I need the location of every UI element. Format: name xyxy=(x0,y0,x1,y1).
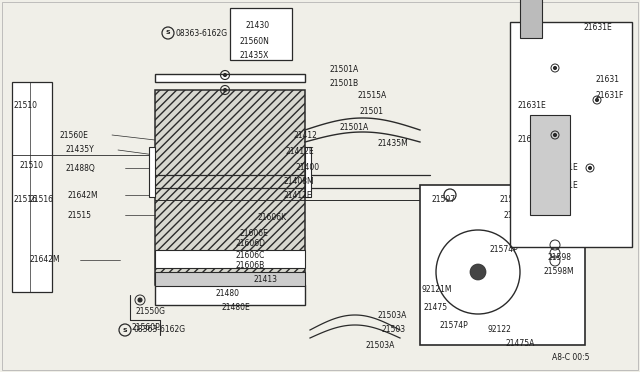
Text: 21475: 21475 xyxy=(424,304,448,312)
Text: 21480: 21480 xyxy=(215,289,239,298)
Text: 21480E: 21480E xyxy=(222,302,251,311)
Text: 21631E: 21631E xyxy=(584,23,612,32)
Circle shape xyxy=(554,67,557,70)
Text: 21503: 21503 xyxy=(382,326,406,334)
Text: 21435M: 21435M xyxy=(378,138,409,148)
Text: 21501A: 21501A xyxy=(330,65,359,74)
Bar xyxy=(230,8,292,60)
Circle shape xyxy=(223,89,227,92)
Bar xyxy=(155,272,305,286)
Text: 21574P: 21574P xyxy=(490,246,519,254)
Text: 21550G: 21550G xyxy=(135,308,165,317)
Text: S: S xyxy=(166,31,170,35)
Text: 21591: 21591 xyxy=(548,241,572,250)
Text: 21631: 21631 xyxy=(595,76,619,84)
Bar xyxy=(530,115,570,215)
Text: 92121M: 92121M xyxy=(422,285,452,295)
Text: 21515A: 21515A xyxy=(358,90,387,99)
Circle shape xyxy=(470,264,486,280)
Circle shape xyxy=(138,298,142,302)
Text: 21597: 21597 xyxy=(432,196,456,205)
Text: 21430: 21430 xyxy=(245,20,269,29)
Text: 21435X: 21435X xyxy=(240,51,269,61)
Text: 21515: 21515 xyxy=(67,211,91,219)
Text: 21598M: 21598M xyxy=(543,267,573,276)
Text: 21606K: 21606K xyxy=(258,214,287,222)
Bar xyxy=(420,185,585,345)
Text: 21488Q: 21488Q xyxy=(65,164,95,173)
Text: 92122: 92122 xyxy=(488,326,512,334)
Text: 21501: 21501 xyxy=(360,108,384,116)
Text: 21574P: 21574P xyxy=(440,321,468,330)
Text: 21475A: 21475A xyxy=(504,211,533,219)
Text: 21503A: 21503A xyxy=(365,340,394,350)
Text: 21560E: 21560E xyxy=(60,131,89,140)
Text: 21631E: 21631E xyxy=(550,164,579,173)
Bar xyxy=(149,147,155,197)
Text: A8-C 00:5: A8-C 00:5 xyxy=(552,353,590,362)
Text: 21631F: 21631F xyxy=(595,90,623,99)
Text: 21606B: 21606B xyxy=(236,262,265,270)
Text: 21606E: 21606E xyxy=(240,228,269,237)
Text: 21632: 21632 xyxy=(517,135,541,144)
Text: 21516: 21516 xyxy=(30,196,54,205)
Text: 21501A: 21501A xyxy=(340,124,369,132)
Text: 21642M: 21642M xyxy=(67,190,98,199)
Circle shape xyxy=(589,167,591,170)
Text: S: S xyxy=(448,192,452,198)
Bar xyxy=(305,147,311,197)
Text: 21501B: 21501B xyxy=(330,80,359,89)
Text: 08510-6162C: 08510-6162C xyxy=(458,190,509,199)
Text: 21435Y: 21435Y xyxy=(65,145,93,154)
Text: 21642M: 21642M xyxy=(30,256,61,264)
Bar xyxy=(520,0,542,38)
Text: 21413: 21413 xyxy=(253,276,277,285)
Text: 21516: 21516 xyxy=(14,196,38,205)
Bar xyxy=(155,90,305,285)
Text: 21560P: 21560P xyxy=(132,323,161,331)
Bar xyxy=(155,285,305,305)
Text: 21412E: 21412E xyxy=(283,192,312,201)
Text: 21606D: 21606D xyxy=(236,240,266,248)
Bar xyxy=(155,74,305,82)
Text: 08363-6162G: 08363-6162G xyxy=(133,326,185,334)
Circle shape xyxy=(223,74,227,77)
Text: 08363-6162G: 08363-6162G xyxy=(176,29,228,38)
Text: 21412E: 21412E xyxy=(285,148,314,157)
Text: 21510: 21510 xyxy=(14,100,38,109)
Circle shape xyxy=(554,134,557,137)
Text: 21503A: 21503A xyxy=(378,311,408,321)
Text: 21631E: 21631E xyxy=(517,100,546,109)
Text: 21510: 21510 xyxy=(20,160,44,170)
Text: 21590: 21590 xyxy=(500,196,524,205)
Text: 21400: 21400 xyxy=(296,164,320,173)
Circle shape xyxy=(595,99,598,102)
Text: 21412: 21412 xyxy=(294,131,318,140)
Text: 21631E: 21631E xyxy=(550,180,579,189)
Text: 21606C: 21606C xyxy=(236,250,266,260)
Text: 21560N: 21560N xyxy=(240,38,270,46)
Bar xyxy=(510,22,632,247)
Text: 21475A: 21475A xyxy=(505,339,534,347)
Bar xyxy=(12,82,52,292)
Text: S: S xyxy=(123,327,127,333)
Bar xyxy=(155,250,305,268)
Text: 21598: 21598 xyxy=(548,253,572,263)
Text: 21408M: 21408M xyxy=(283,177,314,186)
